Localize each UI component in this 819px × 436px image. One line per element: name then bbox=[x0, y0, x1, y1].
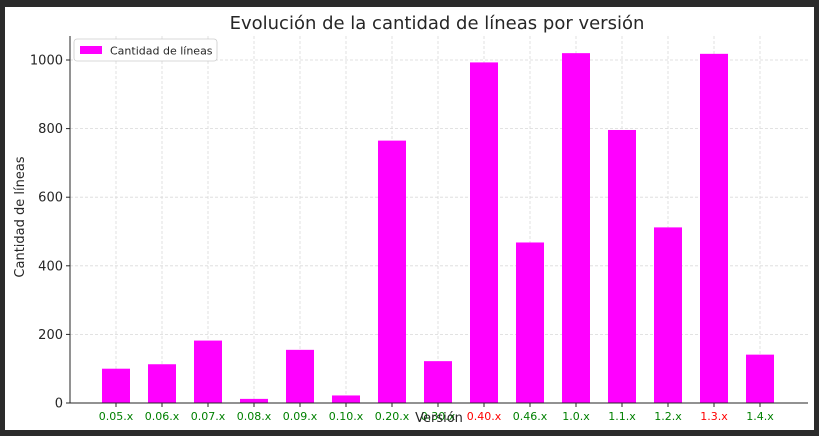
x-tick-label: 0.30.x bbox=[421, 410, 456, 423]
bar bbox=[102, 368, 130, 403]
x-ticks: 0.05.x 0.06.x 0.07.x 0.08.x 0.09.x 0.10.x 0.20… bbox=[99, 403, 774, 423]
bar bbox=[470, 62, 498, 404]
x-tick-label: 1.2.x bbox=[654, 410, 682, 423]
x-tick-label: 0.40.x bbox=[467, 410, 502, 423]
bar-chart: Evolución de la cantidad de líneas por v… bbox=[13, 13, 808, 426]
y-tick-label: 0 bbox=[55, 397, 63, 412]
bar bbox=[286, 349, 314, 403]
bar bbox=[332, 395, 360, 403]
x-tick-label: 0.46.x bbox=[513, 410, 548, 423]
x-tick-label: 0.05.x bbox=[99, 410, 134, 423]
y-tick-label: 200 bbox=[38, 328, 63, 343]
bar bbox=[562, 53, 590, 403]
y-tick-label: 600 bbox=[38, 191, 63, 206]
chart-title: Evolución de la cantidad de líneas por v… bbox=[230, 13, 645, 34]
chart-frame: Evolución de la cantidad de líneas por v… bbox=[5, 7, 814, 430]
bars bbox=[102, 53, 774, 404]
grid bbox=[70, 36, 808, 404]
bar bbox=[194, 340, 222, 403]
x-tick-label: 0.10.x bbox=[329, 410, 364, 423]
x-tick-label: 1.3.x bbox=[700, 410, 728, 423]
x-tick-label: 0.08.x bbox=[237, 410, 272, 423]
x-tick-label: 0.07.x bbox=[191, 410, 226, 423]
axes bbox=[69, 36, 808, 404]
bar bbox=[240, 398, 268, 403]
x-tick-label: 1.1.x bbox=[608, 410, 636, 423]
y-ticks: 0 200 400 600 800 1000 bbox=[30, 54, 70, 412]
bar bbox=[148, 364, 176, 403]
x-tick-label: 1.4.x bbox=[746, 410, 774, 423]
bar bbox=[378, 140, 406, 403]
y-tick-label: 400 bbox=[38, 259, 63, 274]
y-tick-label: 1000 bbox=[30, 54, 63, 69]
x-tick-label: 0.06.x bbox=[145, 410, 180, 423]
bar bbox=[424, 361, 452, 403]
bar bbox=[654, 227, 682, 403]
legend-box bbox=[73, 38, 218, 62]
x-tick-label: 1.0.x bbox=[562, 410, 590, 423]
legend: Cantidad de líneas bbox=[73, 38, 218, 62]
bar bbox=[746, 354, 774, 403]
y-axis-label: Cantidad de líneas bbox=[13, 156, 28, 277]
legend-swatch bbox=[80, 46, 102, 54]
legend-label: Cantidad de líneas bbox=[110, 45, 213, 58]
y-tick-label: 800 bbox=[38, 122, 63, 137]
x-axis-label: Versión bbox=[415, 411, 463, 426]
x-tick-label: 0.20.x bbox=[375, 410, 410, 423]
bar bbox=[700, 53, 728, 404]
bar bbox=[608, 129, 636, 403]
x-tick-label: 0.09.x bbox=[283, 410, 318, 423]
bar bbox=[516, 242, 544, 403]
